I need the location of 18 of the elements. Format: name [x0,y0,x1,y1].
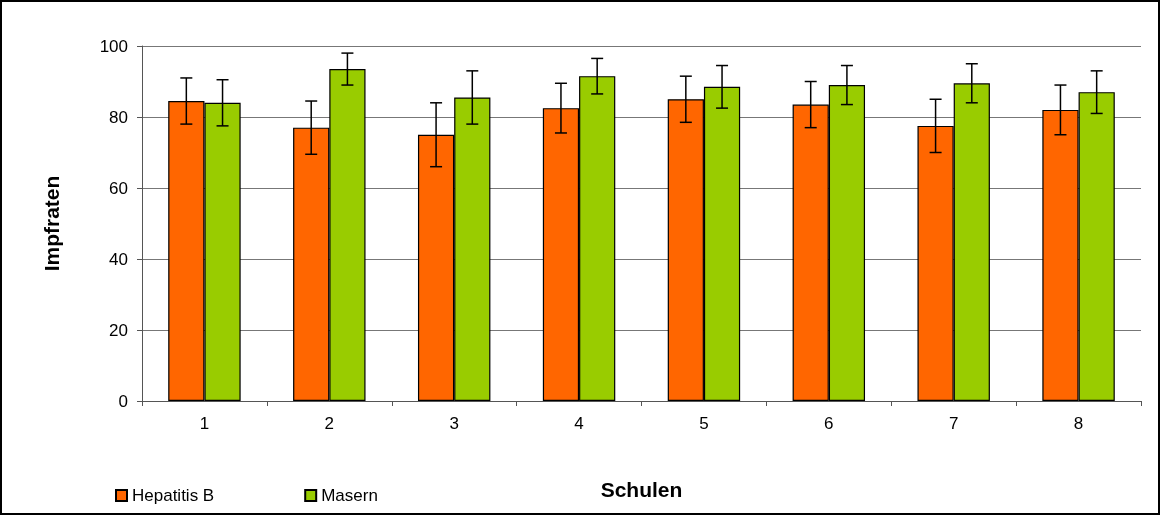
y-tick-label: 80 [109,107,128,127]
legend-label: Hepatitis B [132,486,215,505]
x-tick-label: 4 [574,414,584,433]
x-axis-title: Schulen [600,478,683,501]
y-axis-title: Impfraten [40,175,63,272]
x-tick-label: 2 [324,414,335,433]
x-tick-label: 7 [948,414,959,433]
x-tick-label: 8 [1073,414,1084,433]
legend-label: Masern [321,486,378,505]
y-tick-label: 40 [109,249,128,269]
y-tick-label: 100 [99,36,128,56]
x-tick-label: 5 [699,414,709,433]
x-tick-label: 1 [199,414,210,433]
x-tick-label: 6 [824,414,834,433]
y-tick-label: 20 [109,320,128,340]
y-tick-label: 0 [118,391,128,411]
y-tick-label: 60 [109,178,128,198]
x-tick-label: 3 [449,414,459,433]
